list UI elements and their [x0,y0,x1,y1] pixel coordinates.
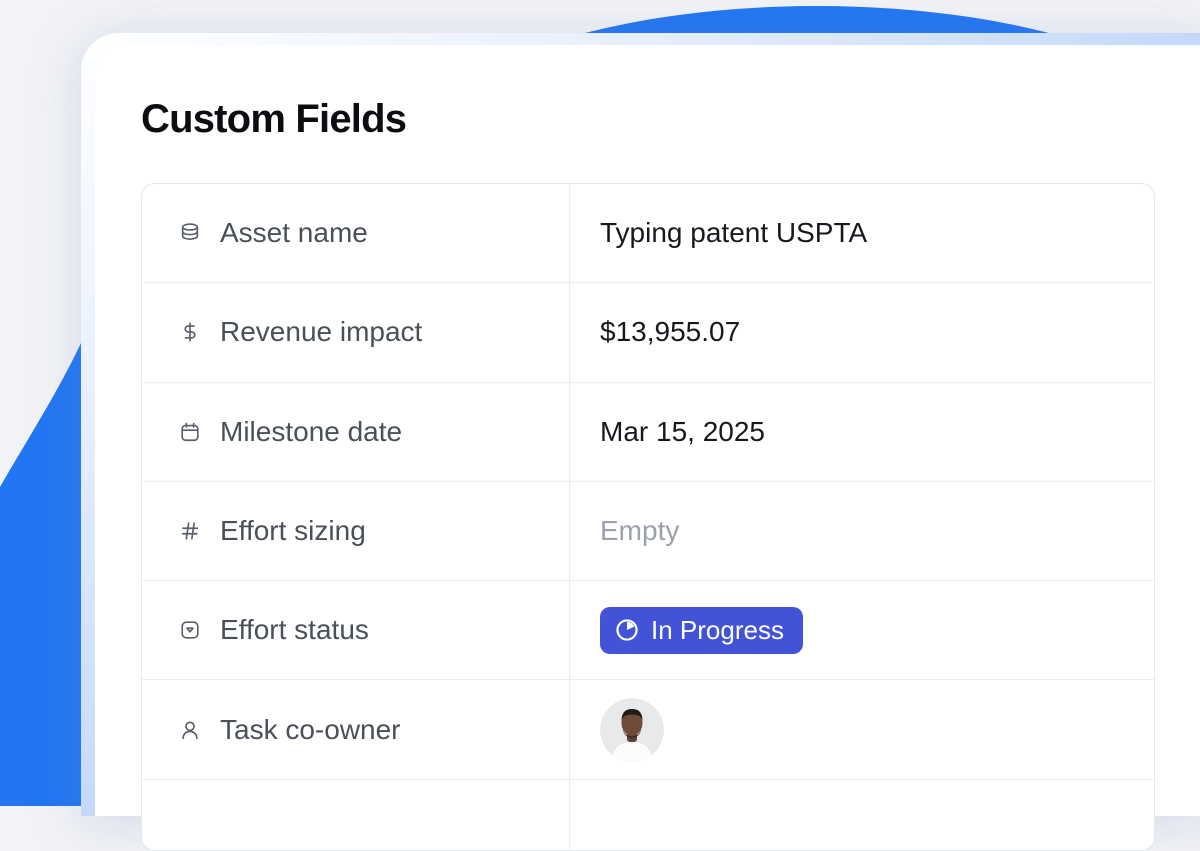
person-icon [179,719,201,741]
field-value[interactable]: Mar 15, 2025 [569,382,1154,481]
field-value[interactable]: $13,955.07 [569,283,1154,382]
field-row-partial [142,779,1154,850]
field-row-milestone-date: Milestone date Mar 15, 2025 [142,382,1154,482]
database-icon [179,222,201,244]
avatar[interactable] [600,697,664,762]
field-label: Task co-owner [220,713,401,745]
field-row-asset-name: Asset name Typing patent USPTA [142,184,1154,284]
field-label-cell: Effort status [142,581,569,679]
field-label: Effort sizing [220,515,366,547]
calendar-icon [179,421,201,443]
field-row-revenue-impact: Revenue impact $13,955.07 [142,283,1154,383]
status-badge[interactable]: In Progress [600,607,803,654]
custom-fields-card: Custom Fields Asset name Typing patent U… [95,45,1200,851]
field-label: Asset name [220,217,368,249]
field-label: Revenue impact [220,316,423,348]
decor-blue-blob [0,343,81,806]
custom-fields-table: Asset name Typing patent USPTA Revenue i… [141,183,1155,851]
clock-icon [614,617,640,643]
field-value[interactable]: Typing patent USPTA [569,184,1154,283]
field-value-cell: In Progress [569,581,1154,680]
field-value-empty[interactable]: Empty [569,481,1154,581]
field-row-task-co-owner: Task co-owner [142,680,1154,780]
field-label-cell: Asset name [142,184,569,282]
field-label-cell: Task co-owner [142,680,569,778]
page-title: Custom Fields [141,97,407,141]
field-label-cell [142,780,569,850]
field-row-effort-sizing: Effort sizing Empty [142,481,1154,582]
field-label: Effort status [220,614,369,646]
field-label: Milestone date [220,415,403,447]
field-value-cell [569,680,1154,779]
field-label-cell: Milestone date [142,383,569,481]
page: { "page": { "title": "Custom Fields" }, … [0,6,1200,851]
dropdown-icon [179,619,201,641]
field-value-cell [569,779,1154,850]
field-row-effort-status: Effort status In Progress [142,581,1154,681]
status-badge-label: In Progress [651,615,784,646]
field-label-cell: Revenue impact [142,283,569,381]
field-label-cell: Effort sizing [142,482,569,580]
hash-icon [179,520,201,542]
dollar-icon [179,321,201,343]
